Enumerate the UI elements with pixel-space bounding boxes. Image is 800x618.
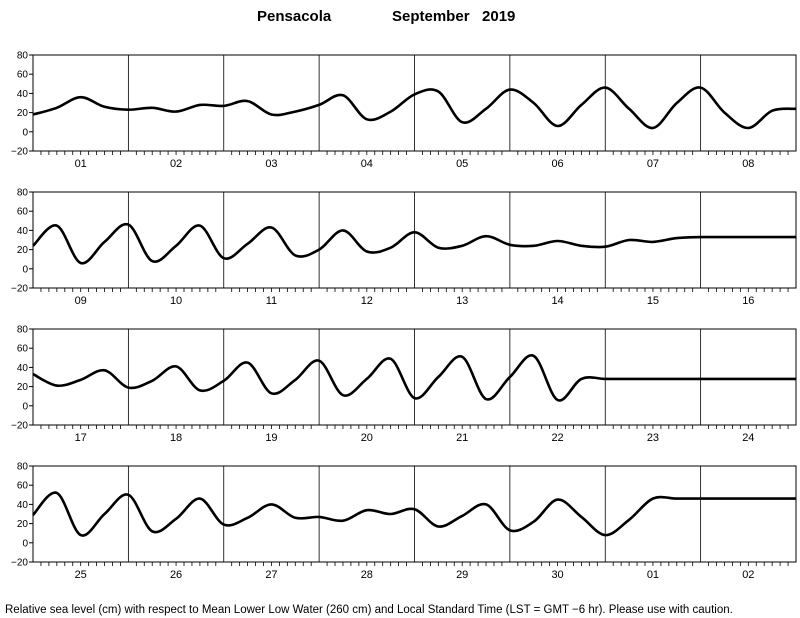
chart-title-station: Pensacola	[257, 8, 332, 25]
day-label: 24	[742, 432, 754, 444]
day-label: 05	[456, 158, 468, 170]
y-tick-label: −20	[11, 421, 28, 432]
y-tick-label: 20	[17, 382, 29, 393]
day-label: 13	[456, 295, 468, 307]
day-label: 04	[361, 158, 373, 170]
y-tick-label: 40	[17, 89, 29, 100]
day-label: 15	[647, 295, 659, 307]
y-tick-label: 80	[17, 188, 29, 199]
panel-2: −20 0 20 40 60 80 09 10 11 12 13 14 15 16	[11, 188, 797, 307]
y-tick-label: 20	[17, 519, 29, 530]
day-label: 17	[75, 432, 87, 444]
day-label: 07	[647, 158, 659, 170]
tide-curve	[32, 354, 796, 402]
day-label: 16	[742, 295, 754, 307]
day-label: 14	[551, 295, 563, 307]
y-tick-label: 40	[17, 363, 29, 374]
day-label: 02	[742, 569, 754, 581]
day-label: 18	[170, 432, 182, 444]
day-label: 01	[647, 569, 659, 581]
day-label: 27	[265, 569, 277, 581]
day-label: 02	[170, 158, 182, 170]
y-tick-label: 0	[22, 401, 28, 412]
day-label: 28	[361, 569, 373, 581]
y-tick-label: 20	[17, 108, 29, 119]
day-label: 29	[456, 569, 468, 581]
y-tick-label: 0	[22, 538, 28, 549]
day-label: 09	[75, 295, 87, 307]
chart-title-month: September 2019	[392, 8, 515, 25]
y-tick-label: −20	[11, 558, 28, 569]
y-tick-label: 0	[22, 127, 28, 138]
y-tick-label: −20	[11, 147, 28, 158]
y-tick-label: 0	[22, 264, 28, 275]
tide-curve	[32, 86, 797, 130]
day-label: 30	[551, 569, 563, 581]
y-tick-label: 80	[17, 325, 29, 336]
day-label: 22	[551, 432, 563, 444]
tide-curve	[32, 491, 796, 537]
y-tick-label: 60	[17, 207, 29, 218]
y-tick-label: 60	[17, 481, 29, 492]
day-label: 23	[647, 432, 659, 444]
panel-4: −20 0 20 40 60 80 25 26 27 28 29 30 01 02	[11, 462, 797, 581]
day-label: 03	[265, 158, 277, 170]
y-tick-label: 40	[17, 226, 29, 237]
day-label: 11	[266, 295, 277, 307]
day-label: 19	[265, 432, 277, 444]
day-label: 08	[742, 158, 754, 170]
tide-curve	[32, 222, 796, 265]
y-tick-label: −20	[11, 284, 28, 295]
y-tick-label: 80	[17, 462, 29, 473]
day-label: 21	[456, 432, 468, 444]
y-tick-label: 60	[17, 344, 29, 355]
day-label: 26	[170, 569, 182, 581]
footer-note: Relative sea level (cm) with respect to …	[5, 604, 733, 616]
day-label: 20	[361, 432, 373, 444]
day-label: 06	[551, 158, 563, 170]
day-label: 01	[75, 158, 87, 170]
y-tick-label: 40	[17, 500, 29, 511]
day-label: 10	[170, 295, 182, 307]
day-label: 12	[361, 295, 373, 307]
y-tick-label: 80	[17, 51, 29, 62]
panel-1: −20 0 20 40 60 80 01 02 03 04 05 06 07 08	[11, 51, 797, 170]
day-label: 25	[75, 569, 87, 581]
y-tick-label: 20	[17, 245, 29, 256]
panel-3: −20 0 20 40 60 80 17 18 19 20 21 22 23 24	[11, 325, 797, 444]
y-tick-label: 60	[17, 70, 29, 81]
